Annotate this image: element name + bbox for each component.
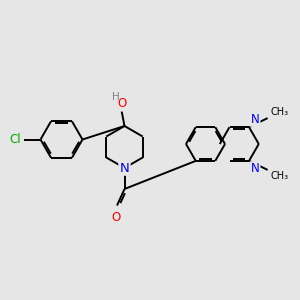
Text: N: N: [120, 161, 129, 175]
Text: N: N: [250, 162, 259, 176]
Text: CH₃: CH₃: [270, 171, 288, 182]
Text: O: O: [117, 98, 126, 110]
Text: N: N: [250, 112, 259, 126]
Text: CH₃: CH₃: [270, 106, 288, 117]
Text: O: O: [111, 211, 120, 224]
Text: H: H: [112, 92, 120, 102]
Text: Cl: Cl: [9, 133, 21, 146]
